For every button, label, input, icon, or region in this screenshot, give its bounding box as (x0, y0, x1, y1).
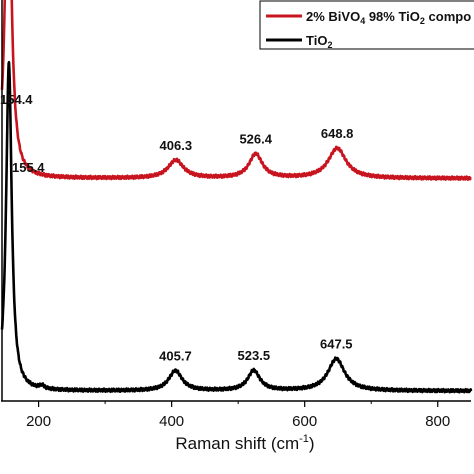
x-axis-title: Raman shift (cm-1) (175, 433, 314, 453)
plot-series-group (0, 0, 473, 394)
x-tick-label: 400 (159, 413, 184, 430)
peak-labels-group: 154.4 406.3 526.4 648.8 155.4 405.7 523.5 647.5 (0, 92, 353, 363)
x-tick-label: 600 (292, 413, 317, 430)
peak-label: 154.4 (0, 92, 33, 107)
peak-label: 647.5 (320, 337, 353, 352)
peak-label: 648.8 (321, 126, 354, 141)
legend-entry: 2% BiVO4 98% TiO2 compo (306, 9, 471, 26)
legend-entry: TiO2 (306, 33, 332, 50)
x-tick-label: 200 (26, 413, 51, 430)
tio2-spectrum-line (0, 60, 473, 394)
axes-group: 200 400 600 800 (1, 0, 471, 430)
peak-label: 155.4 (12, 160, 45, 175)
peak-label: 405.7 (159, 348, 192, 363)
peak-label: 406.3 (160, 138, 193, 153)
composite-spectrum-line (0, 0, 472, 181)
peak-label: 523.5 (238, 348, 271, 363)
x-tick-label: 800 (425, 413, 450, 430)
peak-label: 526.4 (239, 132, 272, 147)
legend: 2% BiVO4 98% TiO2 compo TiO2 (259, 0, 474, 50)
legend-box (259, 0, 474, 50)
